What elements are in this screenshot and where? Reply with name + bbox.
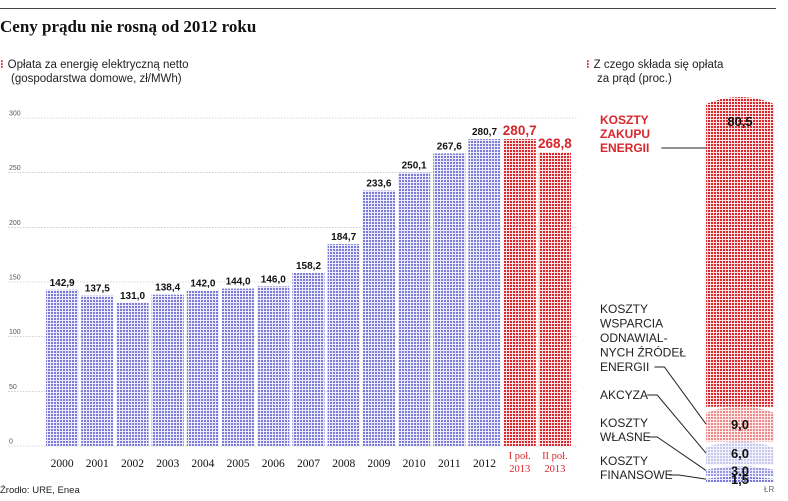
- author-credit: ŁR: [764, 485, 775, 494]
- component-labels: KOSZTY ZAKUPU ENERGII KOSZTY WSPARCIA ODNAWIA…: [600, 113, 707, 482]
- y-tick-label: 250: [9, 165, 21, 172]
- x-tick-label: II poł. 2013: [542, 451, 568, 475]
- bar-value-label: 144,0: [226, 277, 251, 288]
- bar-13: [503, 139, 536, 447]
- x-tick-label: 2004: [191, 458, 214, 470]
- top-rule: [0, 8, 776, 9]
- page-title: Ceny prądu nie rosną od 2012 roku: [0, 17, 257, 36]
- source-note: Źrodło: URE, Enea: [0, 485, 80, 496]
- component-label: KOSZTY FINANSOWE: [600, 454, 673, 482]
- x-tick-label: 2012: [473, 458, 496, 470]
- bar-11: [433, 153, 466, 446]
- bar-value-label: 184,7: [331, 232, 356, 243]
- bar-series: [46, 139, 571, 447]
- x-tick-label: 2003: [156, 458, 179, 470]
- y-tick-label: 200: [9, 220, 21, 227]
- bar-value-label: 267,6: [437, 141, 462, 152]
- bar-6: [257, 286, 290, 446]
- y-tick-label: 300: [9, 111, 21, 118]
- bar-value-labels: 142,9 137,5 131,0 138,4 142,0 144,0 146,0 158,2…: [50, 123, 573, 302]
- bar-9: [362, 190, 395, 446]
- x-tick-label: 2009: [367, 458, 390, 470]
- leader-line: [668, 474, 707, 480]
- bar-4: [186, 290, 219, 446]
- bar-2: [116, 302, 149, 446]
- stack-segment-3: [706, 466, 774, 477]
- bar-3: [151, 294, 184, 446]
- x-tick-label: 2006: [262, 458, 285, 470]
- bar-value-label: 250,1: [402, 161, 427, 172]
- bar-value-label: 142,9: [50, 278, 75, 289]
- x-tick-label: I poł. 2013: [509, 451, 531, 475]
- bar-8: [327, 244, 360, 446]
- left-subtitle-line1: Opłata za energię elektryczną netto: [7, 59, 189, 71]
- bar-value-label: 138,4: [155, 283, 180, 294]
- x-tick-label: 2010: [403, 458, 426, 470]
- segment-value-label: 9,0: [731, 417, 749, 432]
- component-label: KOSZTY WSPARCIA ODNAWIAL-NYCH ŹRÓDEŁ ENERGI…: [600, 302, 686, 374]
- left-chart-subtitle: ⁝ Opłata za energię elektryczną netto (go…: [0, 58, 189, 86]
- x-tick-label: 2005: [227, 458, 250, 470]
- bar-10: [398, 172, 431, 447]
- bullet-icon: ⁝: [0, 59, 4, 71]
- stack-segment-4: [706, 476, 774, 482]
- right-subtitle-line2: za prąd (proc.): [597, 73, 672, 85]
- x-tick-label: 2002: [121, 458, 144, 470]
- bar-1: [81, 295, 114, 446]
- component-label: KOSZTY ZAKUPU ENERGII: [600, 113, 650, 155]
- x-tick-label: 2008: [332, 458, 355, 470]
- bar-14: [538, 152, 571, 446]
- stack-segment-2: [706, 441, 774, 465]
- x-tick-label: 2007: [297, 458, 320, 470]
- component-label: KOSZTY WŁASNE: [600, 416, 651, 444]
- y-tick-label: 50: [9, 384, 17, 391]
- segment-value-label: 6,0: [731, 446, 749, 461]
- leader-line: [647, 394, 707, 454]
- segment-value-label: 1,5: [731, 472, 749, 487]
- leader-line: [654, 366, 707, 425]
- stack-segment-0: [706, 97, 774, 407]
- stacked-composition-bar: 80,5 9,0 6,0 3,01,5: [706, 97, 774, 487]
- x-tick-label: 2011: [438, 458, 461, 470]
- x-axis-ticks: 2000 2001 2002 2003 2004 2005 2006 2007 2008 2009…: [51, 451, 568, 475]
- bar-value-label: 158,2: [296, 261, 321, 272]
- left-subtitle-line2: (gospodarstwa domowe, zł/MWh): [11, 73, 182, 85]
- bar-value-label: 280,7: [472, 127, 497, 138]
- bar-value-label: 137,5: [85, 284, 110, 295]
- y-tick-label: 100: [9, 329, 21, 336]
- bar-5: [222, 288, 255, 446]
- bar-0: [46, 289, 79, 446]
- stack-segment-1: [706, 406, 774, 442]
- right-subtitle-line1: Z czego składa się opłata: [593, 59, 724, 71]
- bullet-icon: ⁝: [586, 59, 590, 71]
- right-chart-subtitle: ⁝ Z czego składa się opłata za prąd (proc…: [586, 58, 723, 86]
- component-label: AKCYZA: [600, 388, 648, 402]
- x-tick-label: 2000: [51, 458, 74, 470]
- leader-line: [647, 436, 707, 471]
- segment-value-label: 3,0: [731, 463, 749, 478]
- bar-value-label: 146,0: [261, 274, 286, 285]
- y-tick-label: 0: [9, 439, 13, 446]
- bar-value-label: 233,6: [366, 179, 391, 190]
- bar-value-label: 131,0: [120, 291, 145, 302]
- y-tick-label: 150: [9, 275, 21, 282]
- x-tick-label: 2001: [86, 458, 109, 470]
- bar-value-label: 142,0: [190, 279, 215, 290]
- bar-12: [468, 139, 501, 447]
- bar-value-label: 268,8: [538, 136, 572, 151]
- bar-7: [292, 273, 325, 446]
- segment-value-label: 80,5: [727, 114, 752, 129]
- bar-value-label: 280,7: [503, 123, 537, 138]
